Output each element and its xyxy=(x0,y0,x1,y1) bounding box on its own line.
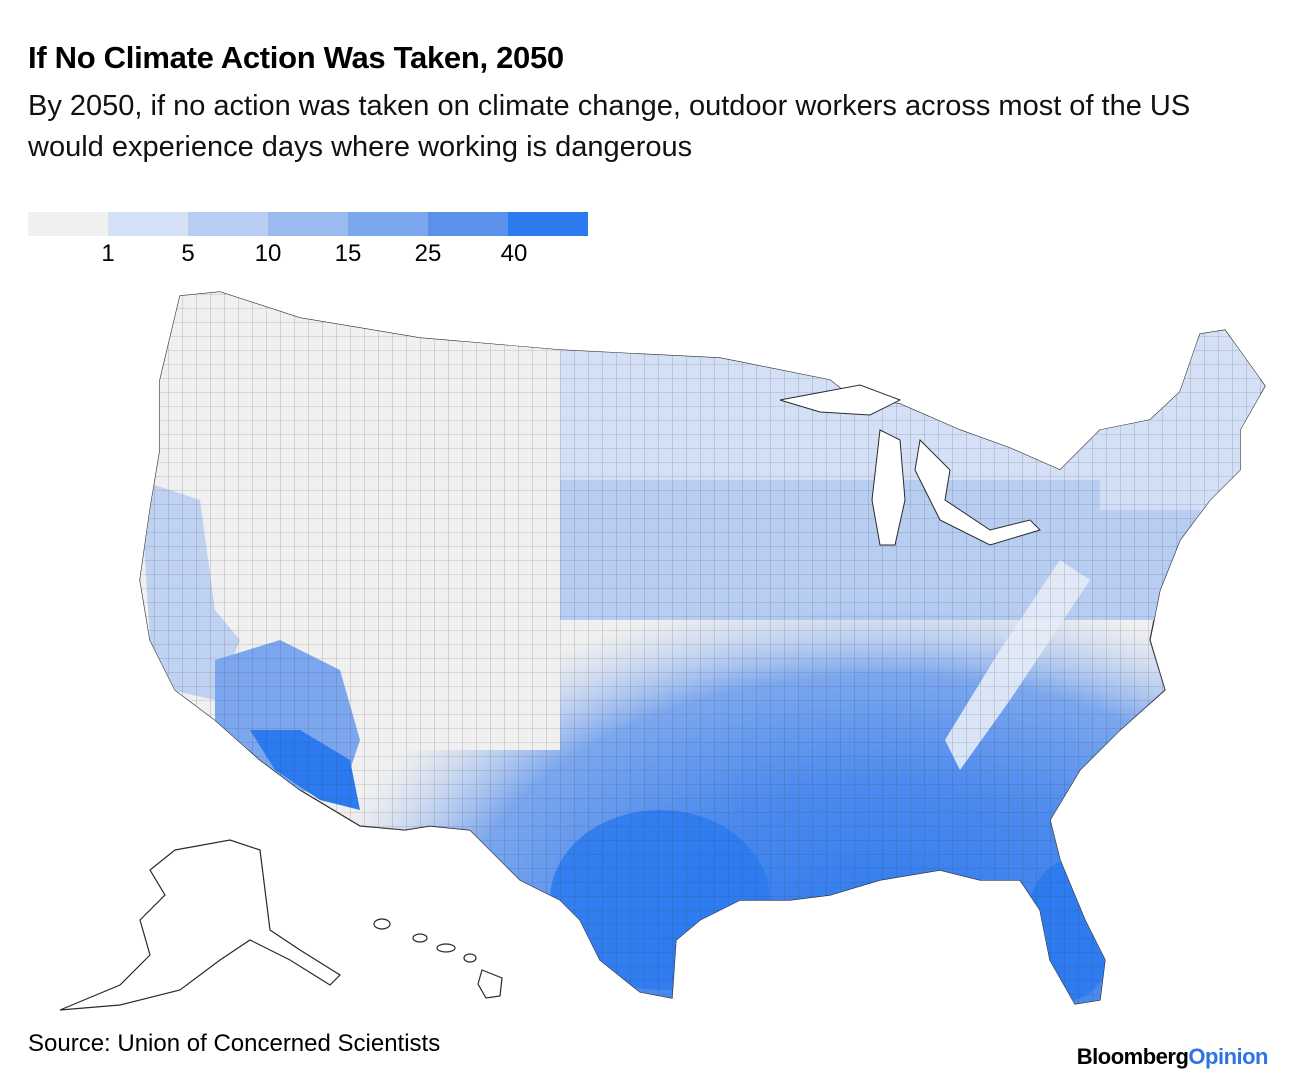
legend-tick-15: 15 xyxy=(334,240,362,267)
legend-swatch-2 xyxy=(188,212,268,236)
legend-swatch-6 xyxy=(508,212,588,236)
legend-tick-40: 40 xyxy=(500,240,528,267)
legend-swatch-1 xyxy=(108,212,188,236)
legend-swatch-5 xyxy=(428,212,508,236)
us-county-map xyxy=(59,291,1266,1011)
lake-michigan xyxy=(871,429,906,546)
legend-color-bar xyxy=(28,212,588,236)
lake-huron-erie xyxy=(914,438,1041,546)
logo-section: Opinion xyxy=(1188,1044,1268,1069)
alaska-outline xyxy=(59,839,341,1011)
source-note: Source: Union of Concerned Scientists xyxy=(28,1030,441,1057)
logo-brand: Bloomberg xyxy=(1076,1044,1189,1069)
legend-tick-25: 25 xyxy=(414,240,442,267)
legend-swatch-0 xyxy=(28,212,108,236)
color-legend xyxy=(28,212,588,236)
legend-tick-1: 1 xyxy=(101,240,115,267)
legend-tick-5: 5 xyxy=(181,240,195,267)
legend-swatch-3 xyxy=(268,212,348,236)
county-borders xyxy=(140,292,1265,1004)
legend-swatch-4 xyxy=(348,212,428,236)
chart-subtitle: By 2050, if no action was taken on clima… xyxy=(28,90,1191,163)
legend-tick-10: 10 xyxy=(254,240,282,267)
chart-title: If No Climate Action Was Taken, 2050 xyxy=(28,40,564,75)
lake-superior xyxy=(779,384,902,416)
bloomberg-opinion-logo: BloombergOpinion xyxy=(1076,1044,1269,1070)
hawaii-islands xyxy=(373,918,503,999)
